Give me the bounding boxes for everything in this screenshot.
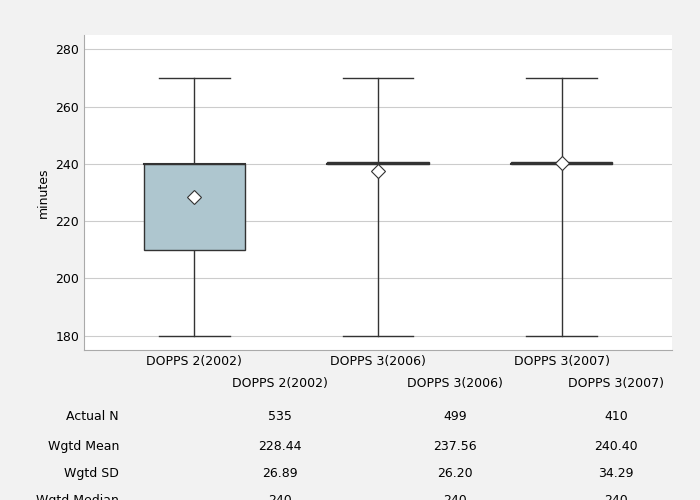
Bar	[511, 162, 612, 164]
Text: 228.44: 228.44	[258, 440, 302, 453]
Text: 26.20: 26.20	[438, 467, 472, 480]
Text: DOPPS 3(2006): DOPPS 3(2006)	[407, 377, 503, 390]
Text: 240.40: 240.40	[594, 440, 638, 453]
Text: DOPPS 2(2002): DOPPS 2(2002)	[232, 377, 328, 390]
Text: 26.89: 26.89	[262, 467, 298, 480]
Y-axis label: minutes: minutes	[36, 167, 50, 218]
Text: DOPPS 3(2007): DOPPS 3(2007)	[568, 377, 664, 390]
Text: Wgtd Mean: Wgtd Mean	[48, 440, 119, 453]
Text: 410: 410	[604, 410, 628, 423]
Text: 499: 499	[443, 410, 467, 423]
Text: Actual N: Actual N	[66, 410, 119, 423]
Text: 34.29: 34.29	[598, 467, 634, 480]
Text: Wgtd Median: Wgtd Median	[36, 494, 119, 500]
Text: 237.56: 237.56	[433, 440, 477, 453]
Text: 535: 535	[268, 410, 292, 423]
Text: Wgtd SD: Wgtd SD	[64, 467, 119, 480]
Bar	[144, 164, 245, 250]
Text: 240: 240	[604, 494, 628, 500]
Text: 240: 240	[268, 494, 292, 500]
Bar	[328, 162, 428, 164]
Text: 240: 240	[443, 494, 467, 500]
